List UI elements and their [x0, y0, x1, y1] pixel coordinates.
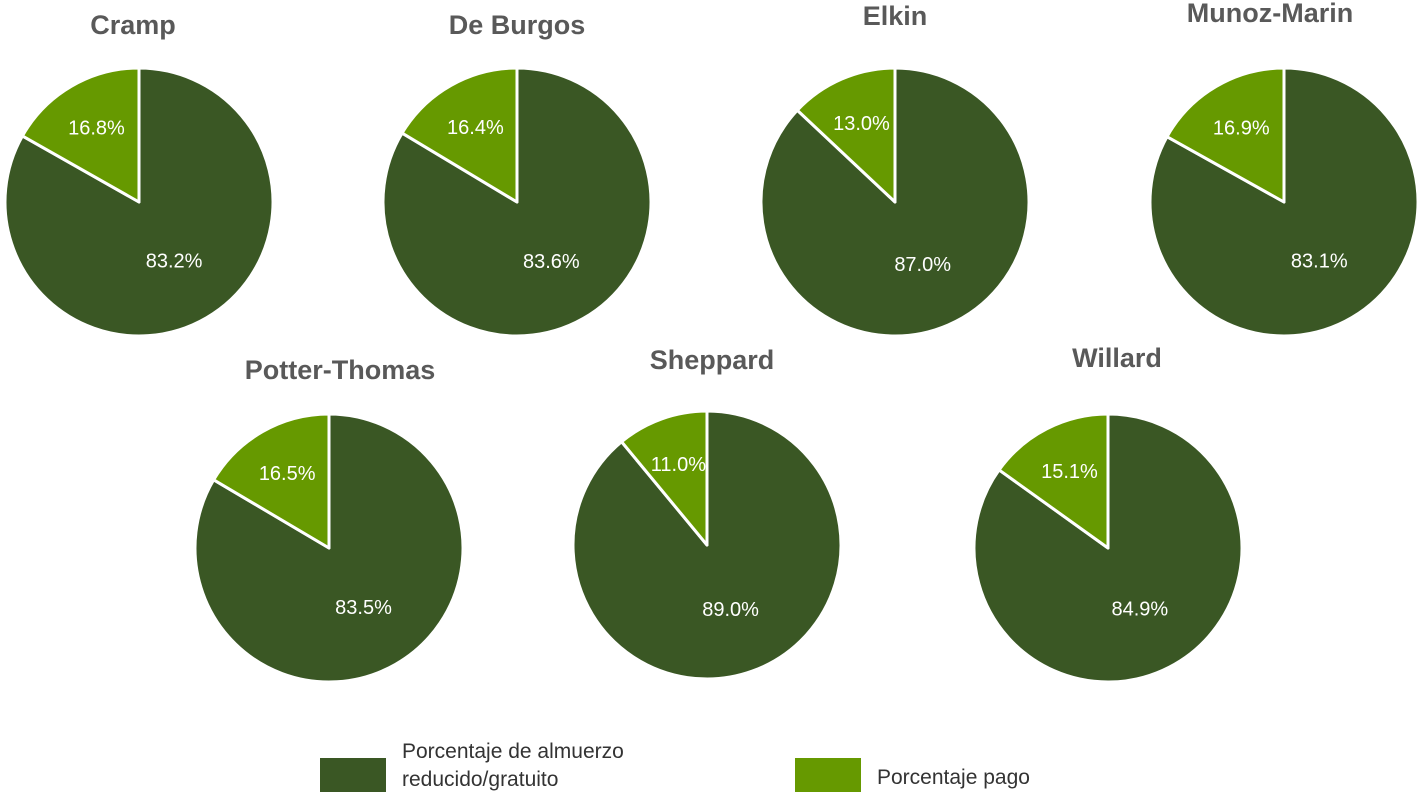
chart-title: Potter-Thomas: [245, 355, 436, 385]
data-label: 16.4%: [447, 117, 504, 139]
data-label: 83.5%: [335, 597, 392, 619]
legend-swatch: [795, 758, 861, 792]
pie-slice: [620, 409, 709, 547]
data-label: 11.0%: [651, 454, 706, 476]
data-label: 83.2%: [146, 250, 203, 272]
legend-swatch: [320, 758, 386, 792]
data-label: 16.8%: [68, 117, 125, 139]
chart-title: Sheppard: [650, 345, 775, 375]
chart-title: Cramp: [90, 10, 176, 40]
data-label: 16.9%: [1213, 117, 1270, 139]
pie-slice: [795, 66, 897, 204]
data-label: 16.5%: [259, 463, 316, 485]
chart-title: Willard: [1072, 343, 1162, 373]
pie-slice: [997, 412, 1110, 550]
chart-title: Munoz-Marin: [1187, 0, 1353, 28]
data-label: 83.1%: [1291, 250, 1348, 272]
pie-slice: [20, 66, 141, 204]
data-label: 84.9%: [1111, 598, 1168, 620]
data-label: 87.0%: [894, 254, 951, 276]
pie-slice: [212, 412, 331, 550]
legend-label: Porcentaje pago: [877, 766, 1030, 789]
pie-slice: [400, 66, 519, 204]
chart-title: Elkin: [863, 1, 928, 31]
data-label: 15.1%: [1041, 461, 1098, 483]
legend-label: Porcentaje de almuerzo reducido/gratuito: [402, 740, 624, 791]
data-label: 13.0%: [833, 113, 890, 135]
pie-slice: [1165, 66, 1286, 204]
chart-title: De Burgos: [449, 10, 586, 40]
data-label: 89.0%: [702, 599, 759, 621]
data-label: 83.6%: [523, 251, 580, 273]
pie-slice: [1148, 66, 1418, 338]
